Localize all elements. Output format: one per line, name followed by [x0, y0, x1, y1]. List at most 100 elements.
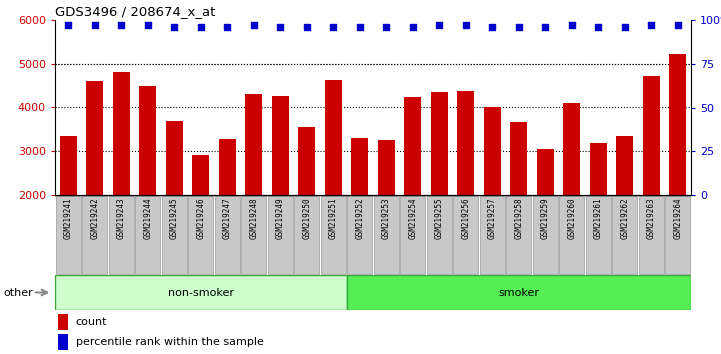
Bar	[506, 196, 531, 274]
Bar	[430, 92, 448, 195]
Bar	[112, 73, 130, 195]
Bar	[665, 196, 691, 274]
Bar	[378, 140, 395, 195]
Point	[195, 24, 206, 30]
Text: GSM219244: GSM219244	[143, 198, 152, 239]
Bar	[135, 196, 161, 274]
Bar	[351, 138, 368, 195]
Bar	[245, 94, 262, 195]
Text: GSM219250: GSM219250	[302, 198, 311, 239]
Bar	[373, 196, 399, 274]
Text: GSM219257: GSM219257	[487, 198, 497, 239]
Text: GSM219256: GSM219256	[461, 198, 470, 239]
Bar	[241, 196, 267, 274]
Point	[539, 24, 551, 30]
Text: GSM219253: GSM219253	[381, 198, 391, 239]
Point	[301, 24, 312, 30]
Text: GSM219251: GSM219251	[329, 198, 337, 239]
Point	[275, 24, 286, 30]
Bar	[58, 334, 68, 350]
Bar	[536, 149, 554, 195]
Bar	[510, 121, 527, 195]
Bar	[60, 136, 77, 195]
Bar	[400, 196, 425, 274]
Bar	[166, 121, 183, 195]
Bar	[218, 139, 236, 195]
Point	[327, 24, 339, 30]
Text: percentile rank within the sample: percentile rank within the sample	[76, 337, 264, 347]
Text: GSM219248: GSM219248	[249, 198, 258, 239]
Text: non-smoker: non-smoker	[168, 287, 234, 297]
Bar	[294, 196, 319, 274]
Text: GSM219246: GSM219246	[196, 198, 205, 239]
Bar	[347, 275, 691, 310]
Text: GSM219260: GSM219260	[567, 198, 576, 239]
Point	[645, 22, 657, 28]
Point	[593, 24, 604, 30]
Bar	[616, 136, 633, 195]
Text: GSM219263: GSM219263	[647, 198, 656, 239]
Bar	[55, 275, 347, 310]
Text: GSM219254: GSM219254	[408, 198, 417, 239]
Bar	[324, 80, 342, 195]
Text: GSM219259: GSM219259	[541, 198, 549, 239]
Text: GSM219243: GSM219243	[117, 198, 125, 239]
Bar	[109, 196, 134, 274]
Bar	[347, 196, 373, 274]
Text: GSM219264: GSM219264	[673, 198, 682, 239]
Bar	[669, 54, 686, 195]
Bar	[267, 196, 293, 274]
Bar	[563, 103, 580, 195]
Bar	[272, 96, 289, 195]
Text: other: other	[4, 287, 33, 297]
Bar	[404, 97, 421, 195]
Point	[354, 24, 366, 30]
Bar	[612, 196, 637, 274]
Text: count: count	[76, 317, 107, 327]
Bar	[585, 196, 611, 274]
Point	[63, 22, 74, 28]
Point	[513, 24, 524, 30]
Bar	[533, 196, 558, 274]
Bar	[642, 76, 660, 195]
Bar	[590, 143, 607, 195]
Point	[433, 22, 445, 28]
Bar	[427, 196, 452, 274]
Text: GSM219261: GSM219261	[594, 198, 603, 239]
Point	[248, 22, 260, 28]
Point	[221, 24, 233, 30]
Point	[672, 22, 684, 28]
Point	[619, 24, 631, 30]
Point	[142, 22, 154, 28]
Point	[487, 24, 498, 30]
Bar	[56, 196, 81, 274]
Point	[381, 24, 392, 30]
Text: GSM219245: GSM219245	[169, 198, 179, 239]
Bar	[298, 127, 315, 195]
Bar	[192, 155, 209, 195]
Text: GDS3496 / 208674_x_at: GDS3496 / 208674_x_at	[55, 5, 216, 18]
Bar	[484, 107, 501, 195]
Point	[407, 24, 418, 30]
Bar	[457, 91, 474, 195]
Bar	[188, 196, 213, 274]
Text: GSM219247: GSM219247	[223, 198, 231, 239]
Bar	[453, 196, 479, 274]
Bar	[86, 81, 103, 195]
Text: GSM219258: GSM219258	[514, 198, 523, 239]
Text: GSM219241: GSM219241	[63, 198, 73, 239]
Bar	[479, 196, 505, 274]
Bar	[139, 86, 156, 195]
Bar	[58, 314, 68, 330]
Bar	[162, 196, 187, 274]
Point	[566, 22, 578, 28]
Bar	[82, 196, 107, 274]
Text: GSM219255: GSM219255	[435, 198, 443, 239]
Text: GSM219262: GSM219262	[620, 198, 629, 239]
Text: GSM219242: GSM219242	[90, 198, 99, 239]
Point	[169, 24, 180, 30]
Text: GSM219252: GSM219252	[355, 198, 364, 239]
Text: smoker: smoker	[498, 287, 539, 297]
Point	[115, 22, 127, 28]
Bar	[639, 196, 664, 274]
